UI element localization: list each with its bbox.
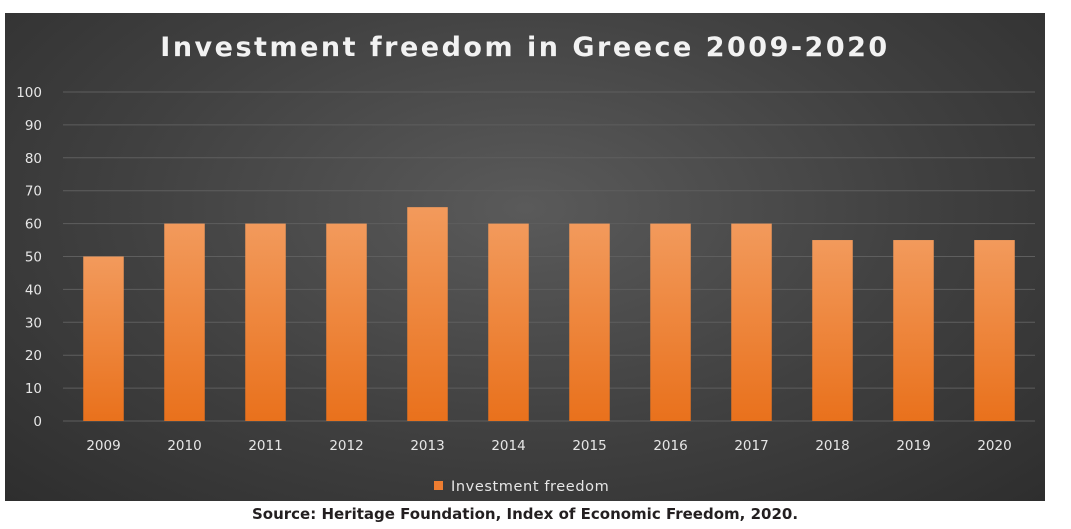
x-tick-label: 2012	[329, 438, 363, 454]
y-tick-label: 60	[25, 217, 42, 233]
bar-2010	[164, 223, 205, 421]
legend-label: Investment freedom	[451, 479, 609, 495]
y-tick-label: 90	[25, 118, 42, 134]
x-axis-ticks: 2009 2010 2011 2012 2013 2014 2015 2016 2017 2018…	[86, 438, 1011, 454]
y-tick-label: 70	[25, 184, 42, 200]
x-tick-label: 2011	[248, 438, 282, 454]
chart-panel: Investment freedom in Greece 2009-2020 0…	[5, 13, 1045, 501]
y-tick-label: 40	[25, 282, 42, 298]
y-tick-label: 30	[25, 315, 42, 331]
x-tick-label: 2009	[86, 438, 120, 454]
bar-2018	[812, 240, 853, 421]
bar-2015	[569, 223, 610, 421]
bar-2016	[650, 223, 691, 421]
y-tick-label: 80	[25, 151, 42, 167]
x-tick-label: 2013	[410, 438, 444, 454]
gridlines	[63, 91, 1035, 422]
bar-2017	[731, 223, 772, 421]
x-tick-label: 2020	[977, 438, 1011, 454]
y-tick-label: 100	[16, 85, 42, 101]
chart-title: Investment freedom in Greece 2009-2020	[160, 32, 889, 63]
bar-2009	[83, 256, 124, 421]
x-tick-label: 2010	[167, 438, 201, 454]
bar-2011	[245, 223, 286, 421]
source-note: Source: Heritage Foundation, Index of Ec…	[251, 505, 799, 523]
legend: Investment freedom	[434, 479, 609, 495]
y-axis-ticks: 0 10 20 30 40 50 60 70 80 90 100	[16, 85, 42, 430]
legend-swatch	[434, 481, 443, 490]
bar-2019	[893, 240, 934, 421]
bars	[83, 207, 1015, 421]
bar-chart: Investment freedom in Greece 2009-2020 0…	[16, 32, 1035, 495]
x-tick-label: 2015	[572, 438, 606, 454]
x-tick-label: 2019	[896, 438, 930, 454]
bar-2013	[407, 207, 448, 421]
y-tick-label: 20	[25, 348, 42, 364]
x-tick-label: 2018	[815, 438, 849, 454]
bar-2012	[326, 223, 367, 421]
y-tick-label: 10	[25, 381, 42, 397]
bar-2020	[974, 240, 1015, 421]
bar-2014	[488, 223, 529, 421]
x-tick-label: 2016	[653, 438, 687, 454]
x-tick-label: 2017	[734, 438, 768, 454]
y-tick-label: 50	[25, 250, 42, 266]
y-tick-label: 0	[33, 414, 42, 430]
x-tick-label: 2014	[491, 438, 525, 454]
